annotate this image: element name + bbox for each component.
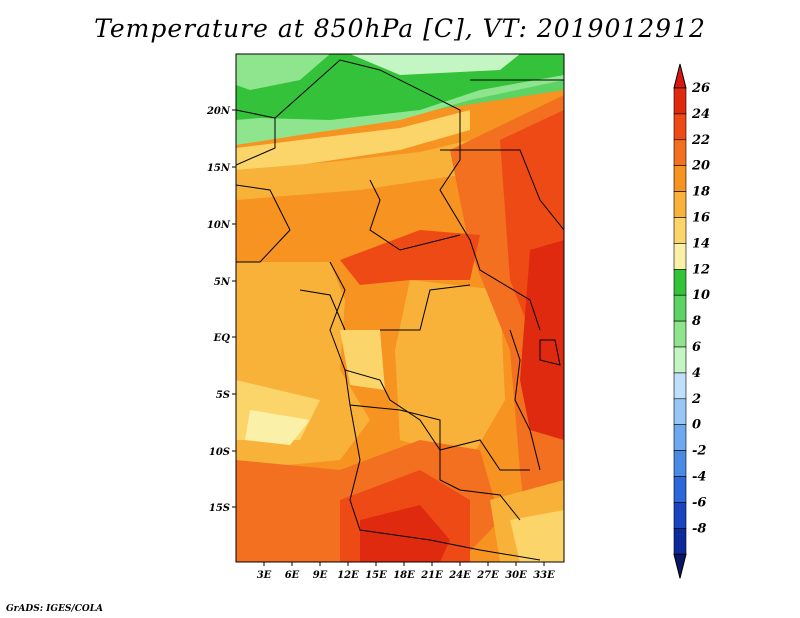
lat-label: 5N bbox=[214, 277, 231, 288]
colorbar-label: 20 bbox=[691, 159, 710, 174]
colorbar-swatch bbox=[673, 424, 687, 451]
colorbar-bottom-arrow bbox=[673, 553, 687, 579]
colorbar-swatch bbox=[673, 346, 687, 374]
colorbar-label: 6 bbox=[692, 340, 701, 355]
lon-label: 18E bbox=[393, 570, 415, 581]
map-frame bbox=[235, 53, 565, 563]
colorbar-label: 12 bbox=[692, 262, 710, 277]
colorbar-top-arrow bbox=[673, 63, 687, 89]
lon-label: 27E bbox=[476, 570, 499, 581]
colorbar-swatch bbox=[673, 217, 687, 244]
colorbar-label: 2 bbox=[691, 392, 701, 407]
colorbar-swatch bbox=[673, 243, 687, 270]
colorbar-swatch bbox=[673, 527, 687, 555]
colorbar-label: 24 bbox=[691, 107, 710, 122]
colorbar-swatch bbox=[673, 320, 687, 348]
colorbar-label: -8 bbox=[692, 521, 706, 536]
lat-label: 10N bbox=[207, 220, 231, 231]
lon-label: 30E bbox=[505, 570, 527, 581]
colorbar-label: 4 bbox=[692, 366, 701, 381]
colorbar-swatch bbox=[673, 139, 687, 167]
colorbar-label: 26 bbox=[691, 81, 710, 96]
colorbar-label: 14 bbox=[692, 236, 710, 251]
lon-label: 15E bbox=[365, 570, 387, 581]
map-title: Temperature at 850hPa [C], VT: 201901291… bbox=[94, 14, 706, 43]
lat-label: 10S bbox=[209, 447, 230, 458]
colorbar-swatch bbox=[673, 294, 687, 322]
colorbar-swatch bbox=[673, 398, 687, 425]
lat-label: 15S bbox=[209, 503, 230, 514]
colorbar-label: -4 bbox=[692, 470, 706, 485]
colorbar-label: 0 bbox=[692, 418, 701, 433]
colorbar-swatch bbox=[673, 191, 687, 218]
colorbar-swatch bbox=[673, 502, 687, 529]
lat-label: 20N bbox=[206, 106, 231, 117]
colorbar-label: -2 bbox=[692, 444, 706, 459]
credit-text: GrADS: IGES/COLA bbox=[6, 604, 104, 614]
colorbar-swatch bbox=[673, 113, 687, 141]
lon-label: 3E bbox=[257, 570, 272, 581]
temperature-field bbox=[236, 54, 564, 562]
colorbar-swatch bbox=[673, 476, 687, 503]
colorbar-swatch bbox=[673, 165, 687, 192]
colorbar-swatch bbox=[673, 87, 687, 115]
lon-label: 9E bbox=[313, 570, 328, 581]
colorbar-swatch bbox=[673, 450, 687, 477]
colorbar-label: 18 bbox=[692, 185, 710, 200]
colorbar-swatch bbox=[673, 372, 687, 400]
colorbar-label: 22 bbox=[691, 133, 710, 148]
latitude-axis: 20N 15N 10N 5N EQ 5S 10S 15S bbox=[206, 106, 236, 514]
lon-label: 6E bbox=[285, 570, 300, 581]
lon-label: 33E bbox=[533, 570, 555, 581]
colorbar-label: 16 bbox=[692, 211, 710, 226]
colorbar-label: 10 bbox=[692, 288, 710, 303]
colorbar-label: 8 bbox=[692, 314, 701, 329]
lon-label: 21E bbox=[420, 570, 443, 581]
longitude-axis: 3E 6E 9E 12E 15E 18E 21E 24E 27E 30E 33E bbox=[257, 562, 555, 581]
lat-label: 15N bbox=[207, 163, 231, 174]
colorbar-label: -6 bbox=[692, 495, 706, 510]
colorbar-swatch bbox=[673, 268, 687, 296]
lon-label: 12E bbox=[337, 570, 359, 581]
lat-label: 5S bbox=[216, 390, 230, 401]
lat-label: EQ bbox=[213, 333, 231, 344]
lon-label: 24E bbox=[448, 570, 471, 581]
